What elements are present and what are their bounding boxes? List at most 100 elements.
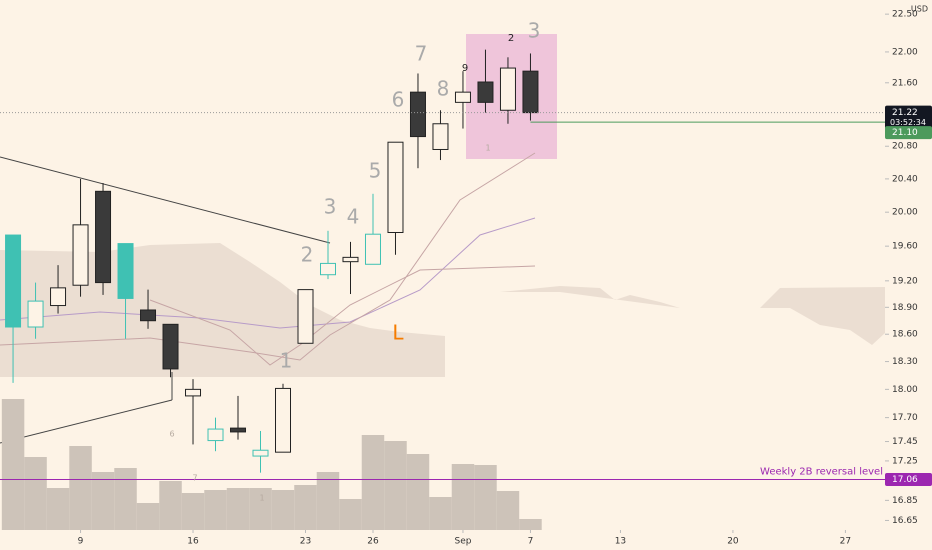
volume-bar xyxy=(496,491,520,530)
candle-body xyxy=(387,141,404,233)
volume-bar xyxy=(159,481,182,530)
candle-body xyxy=(27,300,44,328)
annotation: 2 xyxy=(508,33,514,44)
x-tick-label: 23 xyxy=(300,537,311,547)
currency: USD xyxy=(911,5,928,14)
moving-average xyxy=(149,265,536,366)
volume-bar xyxy=(361,435,385,530)
level-label: 21.10 xyxy=(892,128,918,138)
axes: 22.50 22.00 21.60 20.80 20.40 20.00 19.60 19.20… xyxy=(78,10,932,547)
volume-bar xyxy=(46,488,70,530)
candle-body xyxy=(230,427,247,433)
last-price-tag xyxy=(885,105,932,130)
candle-body xyxy=(207,428,224,442)
annotation: 7 xyxy=(415,42,428,66)
annotation: 7 xyxy=(192,474,197,483)
annotation: 9 xyxy=(462,63,468,74)
trendline xyxy=(0,156,331,244)
y-tick-label: 16.65 xyxy=(892,516,918,526)
annotation: L xyxy=(392,321,404,345)
cloud xyxy=(500,286,885,345)
candle-body xyxy=(364,233,381,265)
candle-body xyxy=(162,323,179,370)
volume-bar xyxy=(1,399,25,530)
candle-body xyxy=(522,70,539,114)
candle-body xyxy=(140,309,157,322)
candle-body xyxy=(297,289,314,344)
y-tick-label: 16.85 xyxy=(892,496,918,506)
y-tick-label: 18.90 xyxy=(892,303,918,313)
x-tick-label: 13 xyxy=(615,537,626,547)
volume-bar xyxy=(136,503,160,530)
annotation: 2 xyxy=(301,243,314,267)
volume-bar xyxy=(294,485,317,530)
volume-bar xyxy=(429,497,452,530)
y-tick-label: 18.60 xyxy=(892,330,918,340)
volume-bar xyxy=(451,464,475,530)
candle-body xyxy=(477,81,494,103)
volume-bar xyxy=(316,472,340,530)
candle-body xyxy=(185,388,202,397)
annotation: 5 xyxy=(369,159,382,183)
y-tick-label: 20.00 xyxy=(892,208,918,218)
annotation: 6 xyxy=(169,430,174,439)
reversal-name: Weekly 2B reversal level xyxy=(760,467,883,478)
volume-bar xyxy=(91,472,115,530)
volume-bar xyxy=(249,488,272,530)
y-tick-label: 17.45 xyxy=(892,437,918,447)
y-tick-label: 19.20 xyxy=(892,276,918,286)
x-tick-label: 26 xyxy=(367,537,379,547)
y-tick-label: 17.25 xyxy=(892,456,918,466)
price-axis xyxy=(885,0,932,550)
annotation: 1 xyxy=(485,144,490,153)
y-tick-label: 18.30 xyxy=(892,357,918,367)
candle-body xyxy=(499,67,516,111)
volume-bar xyxy=(204,490,227,530)
trendline xyxy=(0,399,173,444)
candle-body xyxy=(252,449,269,457)
candle-body xyxy=(5,234,22,328)
x-tick-label: 16 xyxy=(187,537,199,547)
y-tick-label: 21.60 xyxy=(892,78,918,88)
annotation: 3 xyxy=(324,195,337,219)
annotation: 3 xyxy=(528,19,541,43)
volume-bar xyxy=(384,441,407,530)
y-tick-label: 20.80 xyxy=(892,142,918,152)
volume-bar xyxy=(114,468,137,530)
x-tick-label: 27 xyxy=(840,537,851,547)
y-tick-label: 22.50 xyxy=(892,10,918,20)
countdown: 03:52:34 xyxy=(890,118,926,127)
volume-bar xyxy=(24,457,47,530)
annotation: 1 xyxy=(259,494,264,503)
cloud xyxy=(0,243,445,377)
volume-bar xyxy=(519,519,542,530)
x-tick-label: Sep xyxy=(454,537,471,547)
reversal-tag xyxy=(885,473,932,487)
volume-bar xyxy=(226,488,250,530)
last-price-label: 21.22 xyxy=(892,108,918,118)
y-tick-label: 20.40 xyxy=(892,174,918,184)
level-tag xyxy=(885,126,932,140)
annotations: 1 2 3 4 5 6 7 8 9 2 3 1 6 7 1 L xyxy=(169,19,540,503)
x-tick-label: 20 xyxy=(727,537,739,547)
y-tick-label: 22.00 xyxy=(892,47,918,57)
candle-body xyxy=(409,91,426,138)
annotation: 8 xyxy=(437,77,450,101)
candle-body xyxy=(95,190,112,284)
candle-body xyxy=(275,387,292,453)
volume-bar xyxy=(181,493,205,530)
y-tick-label: 19.60 xyxy=(892,242,918,252)
volume-bar xyxy=(271,490,295,530)
volume-bar xyxy=(406,454,430,530)
candle-body xyxy=(432,123,449,150)
annotation: 1 xyxy=(280,349,293,373)
volume-bar xyxy=(474,465,497,530)
x-tick-label: 7 xyxy=(528,537,534,547)
time-axis xyxy=(0,530,885,550)
y-tick-label: 18.00 xyxy=(892,385,918,395)
candle-body xyxy=(454,91,471,103)
annotation: 6 xyxy=(392,88,405,112)
volume-bar xyxy=(69,446,92,530)
candle-body xyxy=(72,224,89,286)
